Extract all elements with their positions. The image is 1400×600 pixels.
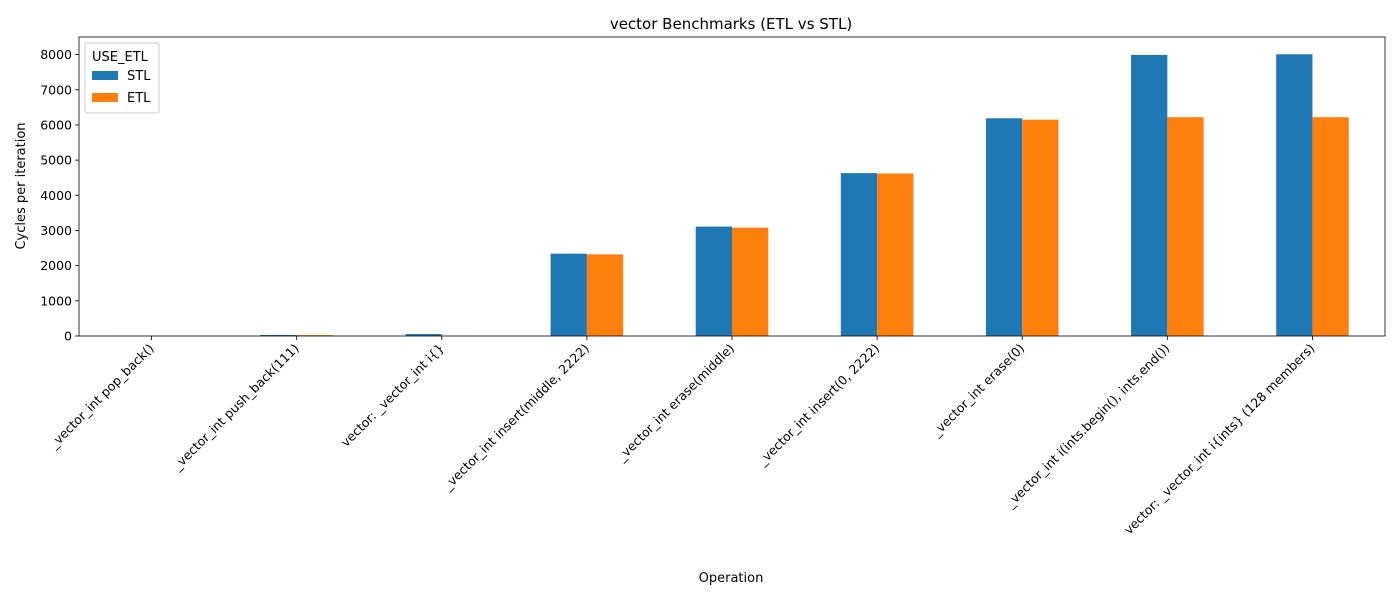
bar-etl-6 (1022, 119, 1059, 336)
x-tick-label: _vector_int pop_back() (45, 341, 156, 452)
y-tick-label: 0 (64, 329, 72, 344)
y-tick-label: 8000 (40, 47, 72, 62)
y-tick-label: 4000 (40, 188, 72, 203)
y-tick-label: 6000 (40, 117, 72, 132)
bar-stl-5 (840, 173, 878, 336)
legend-label-etl: ETL (127, 91, 151, 106)
x-tick-label: vector: _vector_int i{} (338, 341, 447, 450)
bar-stl-6 (985, 118, 1023, 336)
bar-etl-4 (732, 227, 769, 336)
chart-title: vector Benchmarks (ETL vs STL) (610, 15, 852, 33)
plot-area: 0 1000 2000 3000 4000 5000 6000 7000 8000 _vector… (40, 36, 1386, 537)
x-tick-label: _vector_int erase(0) (928, 341, 1028, 441)
x-tick-label: _vector_int push_back(111) (169, 341, 302, 474)
y-tick-label: 5000 (40, 153, 72, 168)
legend-swatch-etl (92, 93, 118, 102)
y-tick-label: 7000 (40, 82, 72, 97)
bar-stl-8 (1276, 54, 1313, 337)
bar-stl-4 (695, 226, 732, 336)
x-axis-title: Operation (699, 571, 764, 586)
legend: USE_ETL STL ETL (84, 42, 160, 114)
x-tick-label: _vector_int insert(0, 2222) (754, 341, 882, 469)
bar-stl-2 (405, 334, 442, 336)
legend-label-stl: STL (127, 69, 151, 84)
bar-stl-3 (550, 253, 587, 336)
bar-etl-3 (586, 254, 624, 336)
y-tick-label: 1000 (40, 293, 72, 308)
bar-stl-1 (260, 334, 297, 336)
legend-title: USE_ETL (92, 50, 149, 65)
bar-etl-5 (877, 173, 914, 336)
y-axis-title: Cycles per iteration (14, 122, 29, 249)
legend-swatch-stl (92, 71, 118, 80)
bar-stl-7 (1131, 54, 1168, 336)
bar-etl-1 (296, 335, 333, 336)
bar-etl-8 (1312, 117, 1349, 336)
y-tick-label: 3000 (40, 223, 72, 238)
x-tick-label: _vector_int erase(middle) (613, 341, 737, 465)
y-tick-label: 2000 (40, 258, 72, 273)
x-tick-label: _vector_int insert(middle, 2222) (439, 341, 592, 494)
bar-etl-7 (1167, 117, 1204, 336)
x-tick-label: _vector_int i(ints.begin(), ints.end()) (1002, 341, 1173, 512)
